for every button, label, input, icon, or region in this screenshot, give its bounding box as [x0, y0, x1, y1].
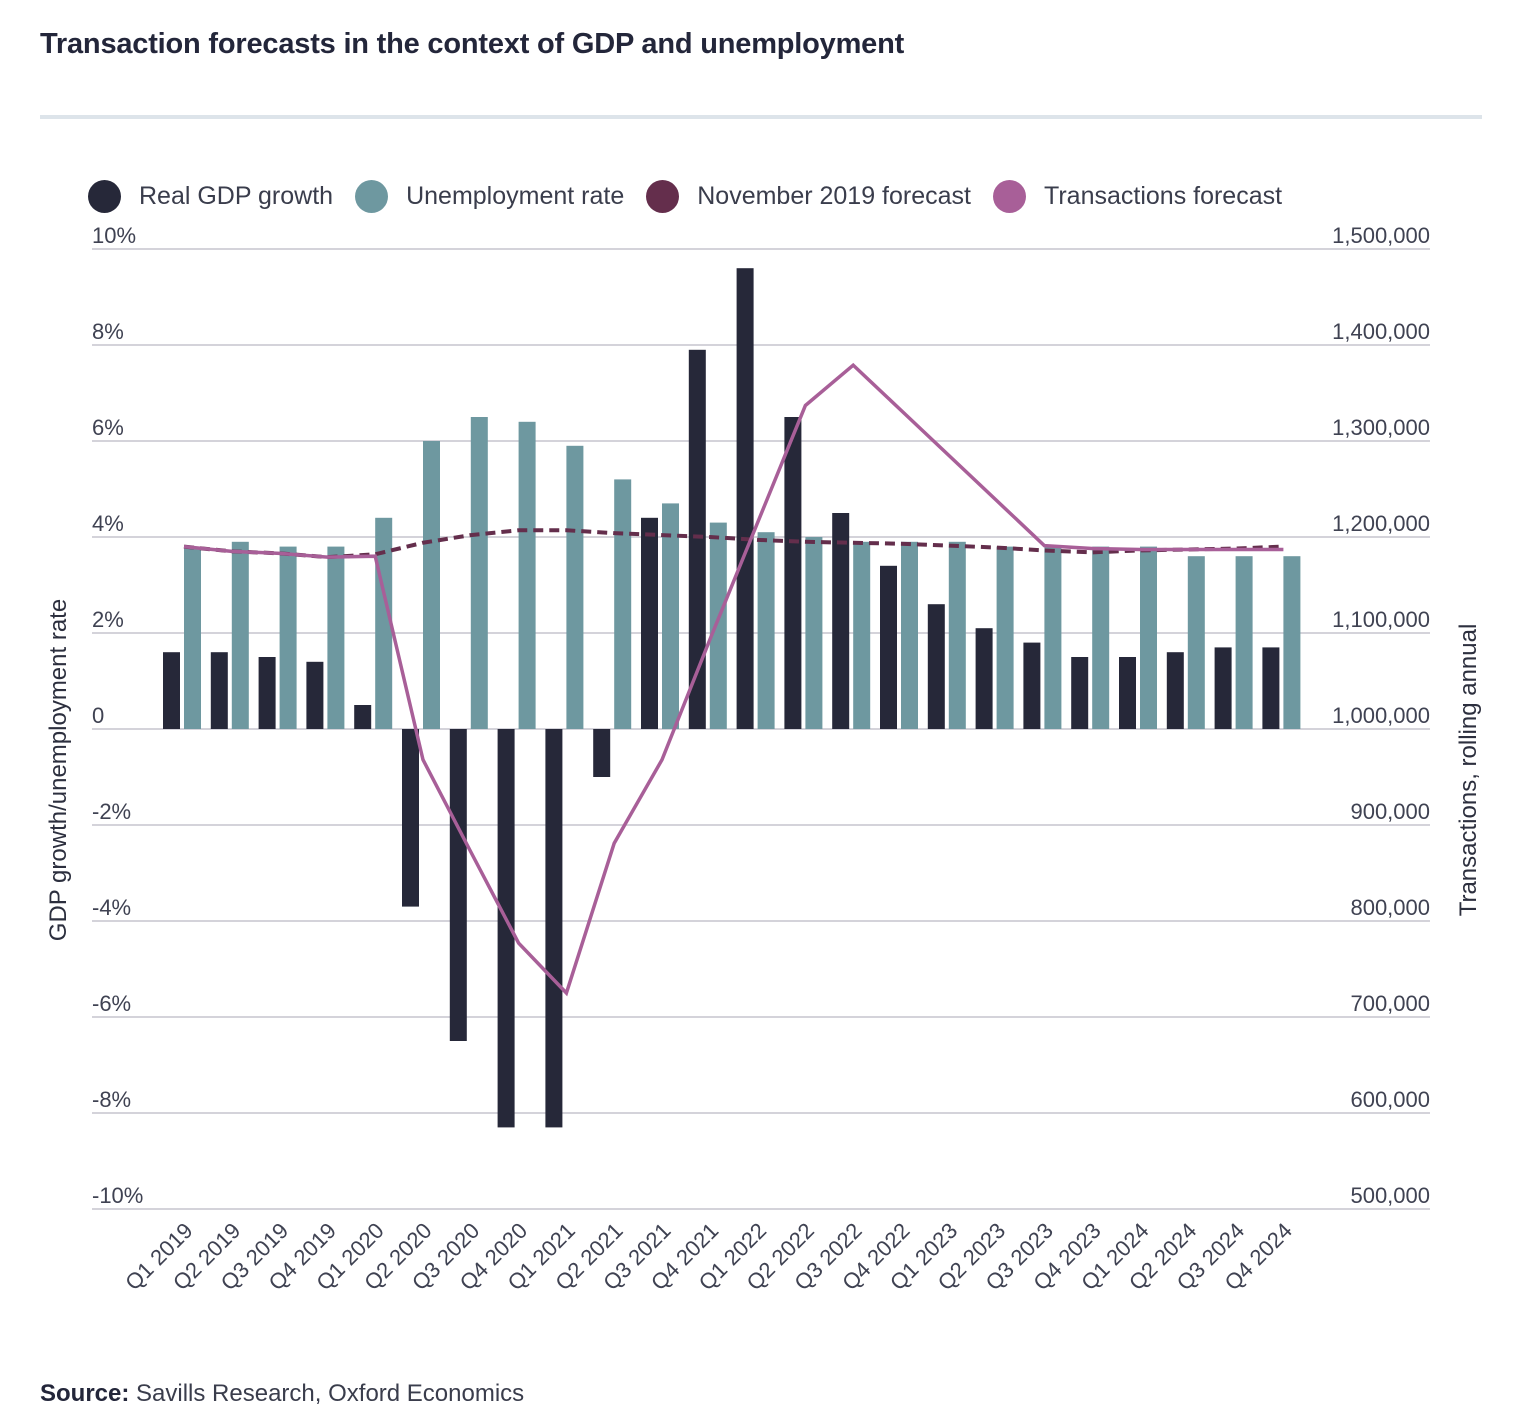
bar-unemployment-rate	[423, 441, 440, 729]
y2-tick-label: 1,200,000	[1332, 511, 1430, 536]
y-tick-label: 8%	[92, 319, 124, 344]
y-tick-label: -6%	[92, 991, 131, 1016]
bar-gdp-growth	[545, 729, 563, 1128]
y2-tick-label: 800,000	[1350, 895, 1430, 920]
legend-label: Unemployment rate	[406, 181, 625, 210]
y2-tick-label: 700,000	[1350, 991, 1430, 1016]
lines	[183, 362, 1284, 997]
legend-label: Transactions forecast	[1044, 181, 1283, 210]
bar-gdp-growth	[402, 729, 419, 907]
legend-swatch-unemployment-icon	[355, 179, 389, 213]
y2-tick-label: 1,500,000	[1332, 223, 1430, 248]
y-tick-label: -2%	[92, 799, 131, 824]
source-text: Savills Research, Oxford Economics	[136, 1380, 525, 1407]
bar-unemployment-rate	[853, 541, 871, 729]
bar-unemployment-rate	[709, 522, 727, 729]
bar-gdp-growth	[641, 517, 658, 729]
bar-unemployment-rate	[1140, 546, 1157, 729]
chart-legend: Real GDP growth Unemployment rate Novemb…	[88, 178, 1304, 214]
bar-gdp-growth	[1262, 647, 1280, 729]
y2-tick-label: 1,300,000	[1332, 415, 1430, 440]
bar-unemployment-rate	[566, 445, 584, 729]
legend-item-unemployment: Unemployment rate	[355, 179, 625, 213]
legend-swatch-gdp-icon	[88, 179, 121, 213]
y-tick-label: 4%	[92, 511, 124, 536]
bar-gdp-growth	[927, 604, 945, 729]
bar-unemployment-rate	[1044, 546, 1062, 729]
bar-gdp-growth	[449, 729, 467, 1041]
y2-tick-label: 1,100,000	[1332, 607, 1430, 632]
y2-tick-label: 900,000	[1350, 799, 1430, 824]
legend-label: November 2019 forecast	[697, 181, 971, 210]
bar-gdp-growth	[258, 657, 276, 729]
bar-gdp-growth	[163, 652, 180, 729]
bar-gdp-growth	[210, 652, 228, 729]
chart-title: Transaction forecasts in the context of …	[40, 28, 905, 60]
bar-gdp-growth	[832, 513, 850, 729]
bar-gdp-growth	[1119, 657, 1136, 729]
bar-unemployment-rate	[231, 541, 249, 729]
y-tick-label: 10%	[92, 223, 136, 248]
bar-unemployment-rate	[184, 546, 201, 729]
bar-unemployment-rate	[470, 417, 488, 729]
y-tick-label: 6%	[92, 415, 124, 440]
y-tick-label: -8%	[92, 1087, 131, 1112]
y-tick-label: 2%	[92, 607, 124, 632]
bar-unemployment-rate	[1092, 546, 1110, 729]
bar-unemployment-rate	[662, 503, 679, 729]
bar-gdp-growth	[306, 661, 324, 729]
combo-chart: 10%8%6%4%2%0-2%-4%-6%-8%-10% 1,500,0001,…	[45, 223, 1482, 1295]
line-transactions-forecast	[183, 362, 1284, 997]
bar-gdp-growth	[593, 729, 611, 777]
bars	[163, 268, 1301, 1128]
bar-unemployment-rate	[1187, 556, 1205, 729]
y2-tick-label: 500,000	[1350, 1183, 1430, 1208]
y2-axis-title: Transactions, rolling annual	[1455, 624, 1482, 917]
bar-gdp-growth	[880, 565, 897, 729]
y2-tick-label: 1,000,000	[1332, 703, 1430, 728]
y2-tick-label: 1,400,000	[1332, 319, 1430, 344]
source-label: Source:	[40, 1380, 130, 1407]
title-divider	[40, 115, 1482, 119]
y-axis-title: GDP growth/unemployment rate	[45, 599, 72, 941]
bar-unemployment-rate	[1283, 556, 1301, 729]
bar-unemployment-rate	[614, 479, 632, 729]
bar-unemployment-rate	[805, 537, 823, 729]
line-november-2019-forecast	[183, 528, 1284, 560]
right-axis-ticks: 1,500,000 1,400,000 1,300,000 1,200,000 1,10…	[1332, 223, 1430, 1208]
bar-gdp-growth	[497, 729, 515, 1128]
bar-unemployment-rate	[279, 546, 297, 729]
y-tick-label: -4%	[92, 895, 131, 920]
bar-gdp-growth	[1214, 647, 1232, 729]
bar-gdp-growth	[736, 268, 754, 729]
bar-gdp-growth	[354, 705, 372, 729]
bar-unemployment-rate	[996, 546, 1014, 729]
bar-gdp-growth	[784, 417, 802, 729]
y2-tick-label: 600,000	[1350, 1087, 1430, 1112]
bar-unemployment-rate	[518, 421, 536, 729]
bar-unemployment-rate	[327, 546, 345, 729]
source-note: Source: Savills Research, Oxford Economi…	[40, 1380, 524, 1408]
legend-item-gdp: Real GDP growth	[88, 179, 334, 213]
bar-gdp-growth	[1023, 642, 1041, 729]
bar-unemployment-rate	[901, 541, 918, 729]
legend-item-nov2019: November 2019 forecast	[646, 179, 971, 213]
legend-item-transactions: Transactions forecast	[993, 179, 1283, 213]
legend-swatch-transactions-icon	[993, 179, 1026, 213]
bar-gdp-growth	[688, 349, 706, 729]
legend-label: Real GDP growth	[139, 181, 334, 210]
y-tick-label: 0	[92, 703, 104, 728]
bar-gdp-growth	[975, 628, 993, 729]
bar-gdp-growth	[1071, 657, 1089, 729]
bar-unemployment-rate	[1235, 556, 1253, 729]
legend-swatch-nov2019-icon	[646, 179, 680, 213]
y-tick-label: -10%	[92, 1183, 143, 1208]
left-axis-ticks: 10% 8% 6% 4% 2% 0 -2% -4% -6% -8% -10%	[92, 223, 143, 1208]
bar-unemployment-rate	[757, 532, 775, 729]
bar-unemployment-rate	[948, 541, 966, 729]
bar-gdp-growth	[1166, 652, 1184, 729]
